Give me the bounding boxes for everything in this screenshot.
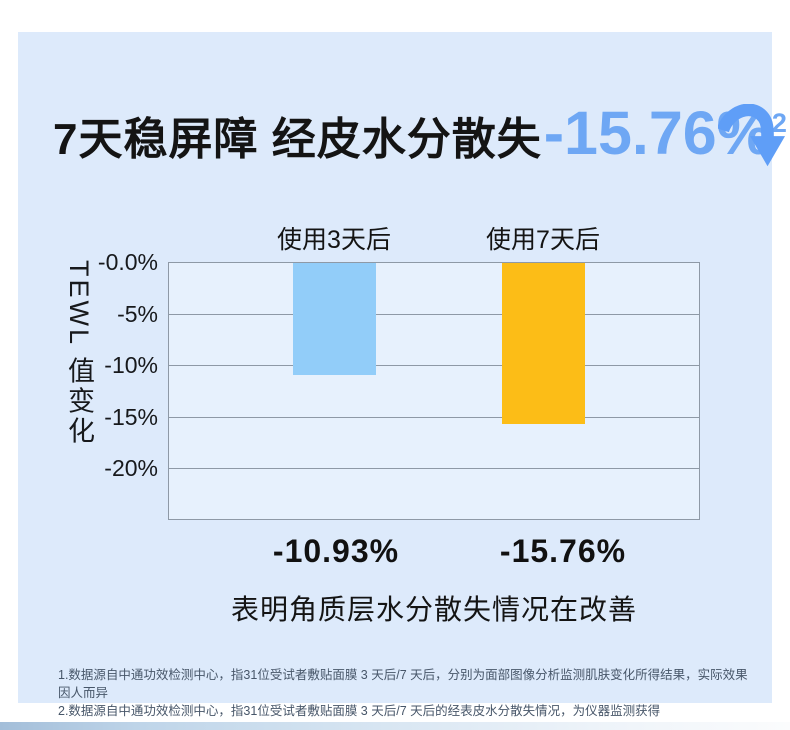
y-axis-ticks: -0.0% -5% -10% -15% -20% xyxy=(58,249,158,520)
bar-3-days xyxy=(293,263,376,375)
page-title: 7天稳屏障 经皮水分散失 -15.76% 2 xyxy=(53,98,787,168)
gridline xyxy=(169,467,699,469)
y-tick-label: -20% xyxy=(104,455,158,482)
plot-area xyxy=(168,262,700,520)
y-tick-label: -15% xyxy=(104,403,158,430)
promo-card: 7天稳屏障 经皮水分散失 -15.76% 2 TEWL 值变化 -0.0% -5% … xyxy=(18,32,787,718)
column-label-7-days: 使用7天后 xyxy=(486,226,600,254)
footnote-2: 2.数据源自中通功效检测中心，指31位受试者敷贴面膜 3 天后/7 天后的经表皮… xyxy=(58,704,661,718)
y-axis-title: TEWL 值变化 xyxy=(64,260,94,447)
gridline xyxy=(169,365,699,367)
down-arrow-icon xyxy=(716,103,786,176)
y-tick-label: -5% xyxy=(117,300,158,327)
bar-7-days xyxy=(502,263,585,425)
y-tick-label: -10% xyxy=(104,352,158,379)
value-label-7-days: -15.76% xyxy=(499,533,627,569)
title-text: 7天稳屏障 经皮水分散失 xyxy=(53,115,542,164)
y-tick-label: -0.0% xyxy=(97,249,158,275)
footnote-reference-superscript: 2 xyxy=(771,108,787,138)
footnotes: 1.数据源自中通功效检测中心，指31位受试者敷贴面膜 3 天后/7 天后，分别为… xyxy=(58,666,758,720)
footnote-1: 1.数据源自中通功效检测中心，指31位受试者敷贴面膜 3 天后/7 天后，分别为… xyxy=(58,668,748,700)
gridline xyxy=(169,416,699,418)
gridline xyxy=(169,314,699,316)
column-label-3-days: 使用3天后 xyxy=(277,226,391,254)
value-label-3-days: -10.93% xyxy=(272,533,400,569)
section-divider-band xyxy=(0,722,790,730)
chart-caption: 表明角质层水分散失情况在改善 xyxy=(230,594,637,625)
